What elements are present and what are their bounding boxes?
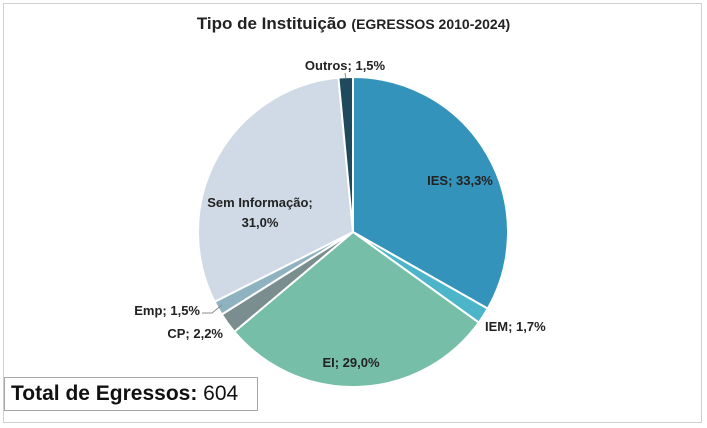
data-label-emp: Emp; 1,5% bbox=[134, 303, 200, 318]
data-label-cp: CP; 2,2% bbox=[167, 326, 223, 341]
data-label-ies: IES; 33,3% bbox=[427, 173, 493, 188]
pie-slice-ies bbox=[352, 75, 510, 311]
total-label: Total de Egressos: bbox=[11, 382, 198, 405]
data-label-iem: IEM; 1,7% bbox=[485, 319, 546, 334]
chart-title-main: Tipo de Instituição bbox=[196, 14, 347, 33]
chart-title: Tipo de Instituição (EGRESSOS 2010-2024) bbox=[0, 14, 707, 34]
data-label-ei: EI; 29,0% bbox=[322, 355, 380, 370]
chart-title-subtitle: (EGRESSOS 2010-2024) bbox=[351, 16, 511, 32]
pie-slice-sem-informacao bbox=[197, 76, 355, 304]
data-label-sem-informacao: Sem Informação; 31,0% bbox=[207, 195, 312, 230]
leader-line-emp bbox=[202, 304, 223, 314]
leader-line-outros bbox=[344, 72, 347, 80]
total-value: 604 bbox=[203, 382, 239, 405]
pie-slice-ei bbox=[232, 230, 481, 388]
data-label-outros: Outros; 1,5% bbox=[305, 58, 386, 73]
total-egressos-box: Total de Egressos: 604 bbox=[4, 377, 258, 411]
